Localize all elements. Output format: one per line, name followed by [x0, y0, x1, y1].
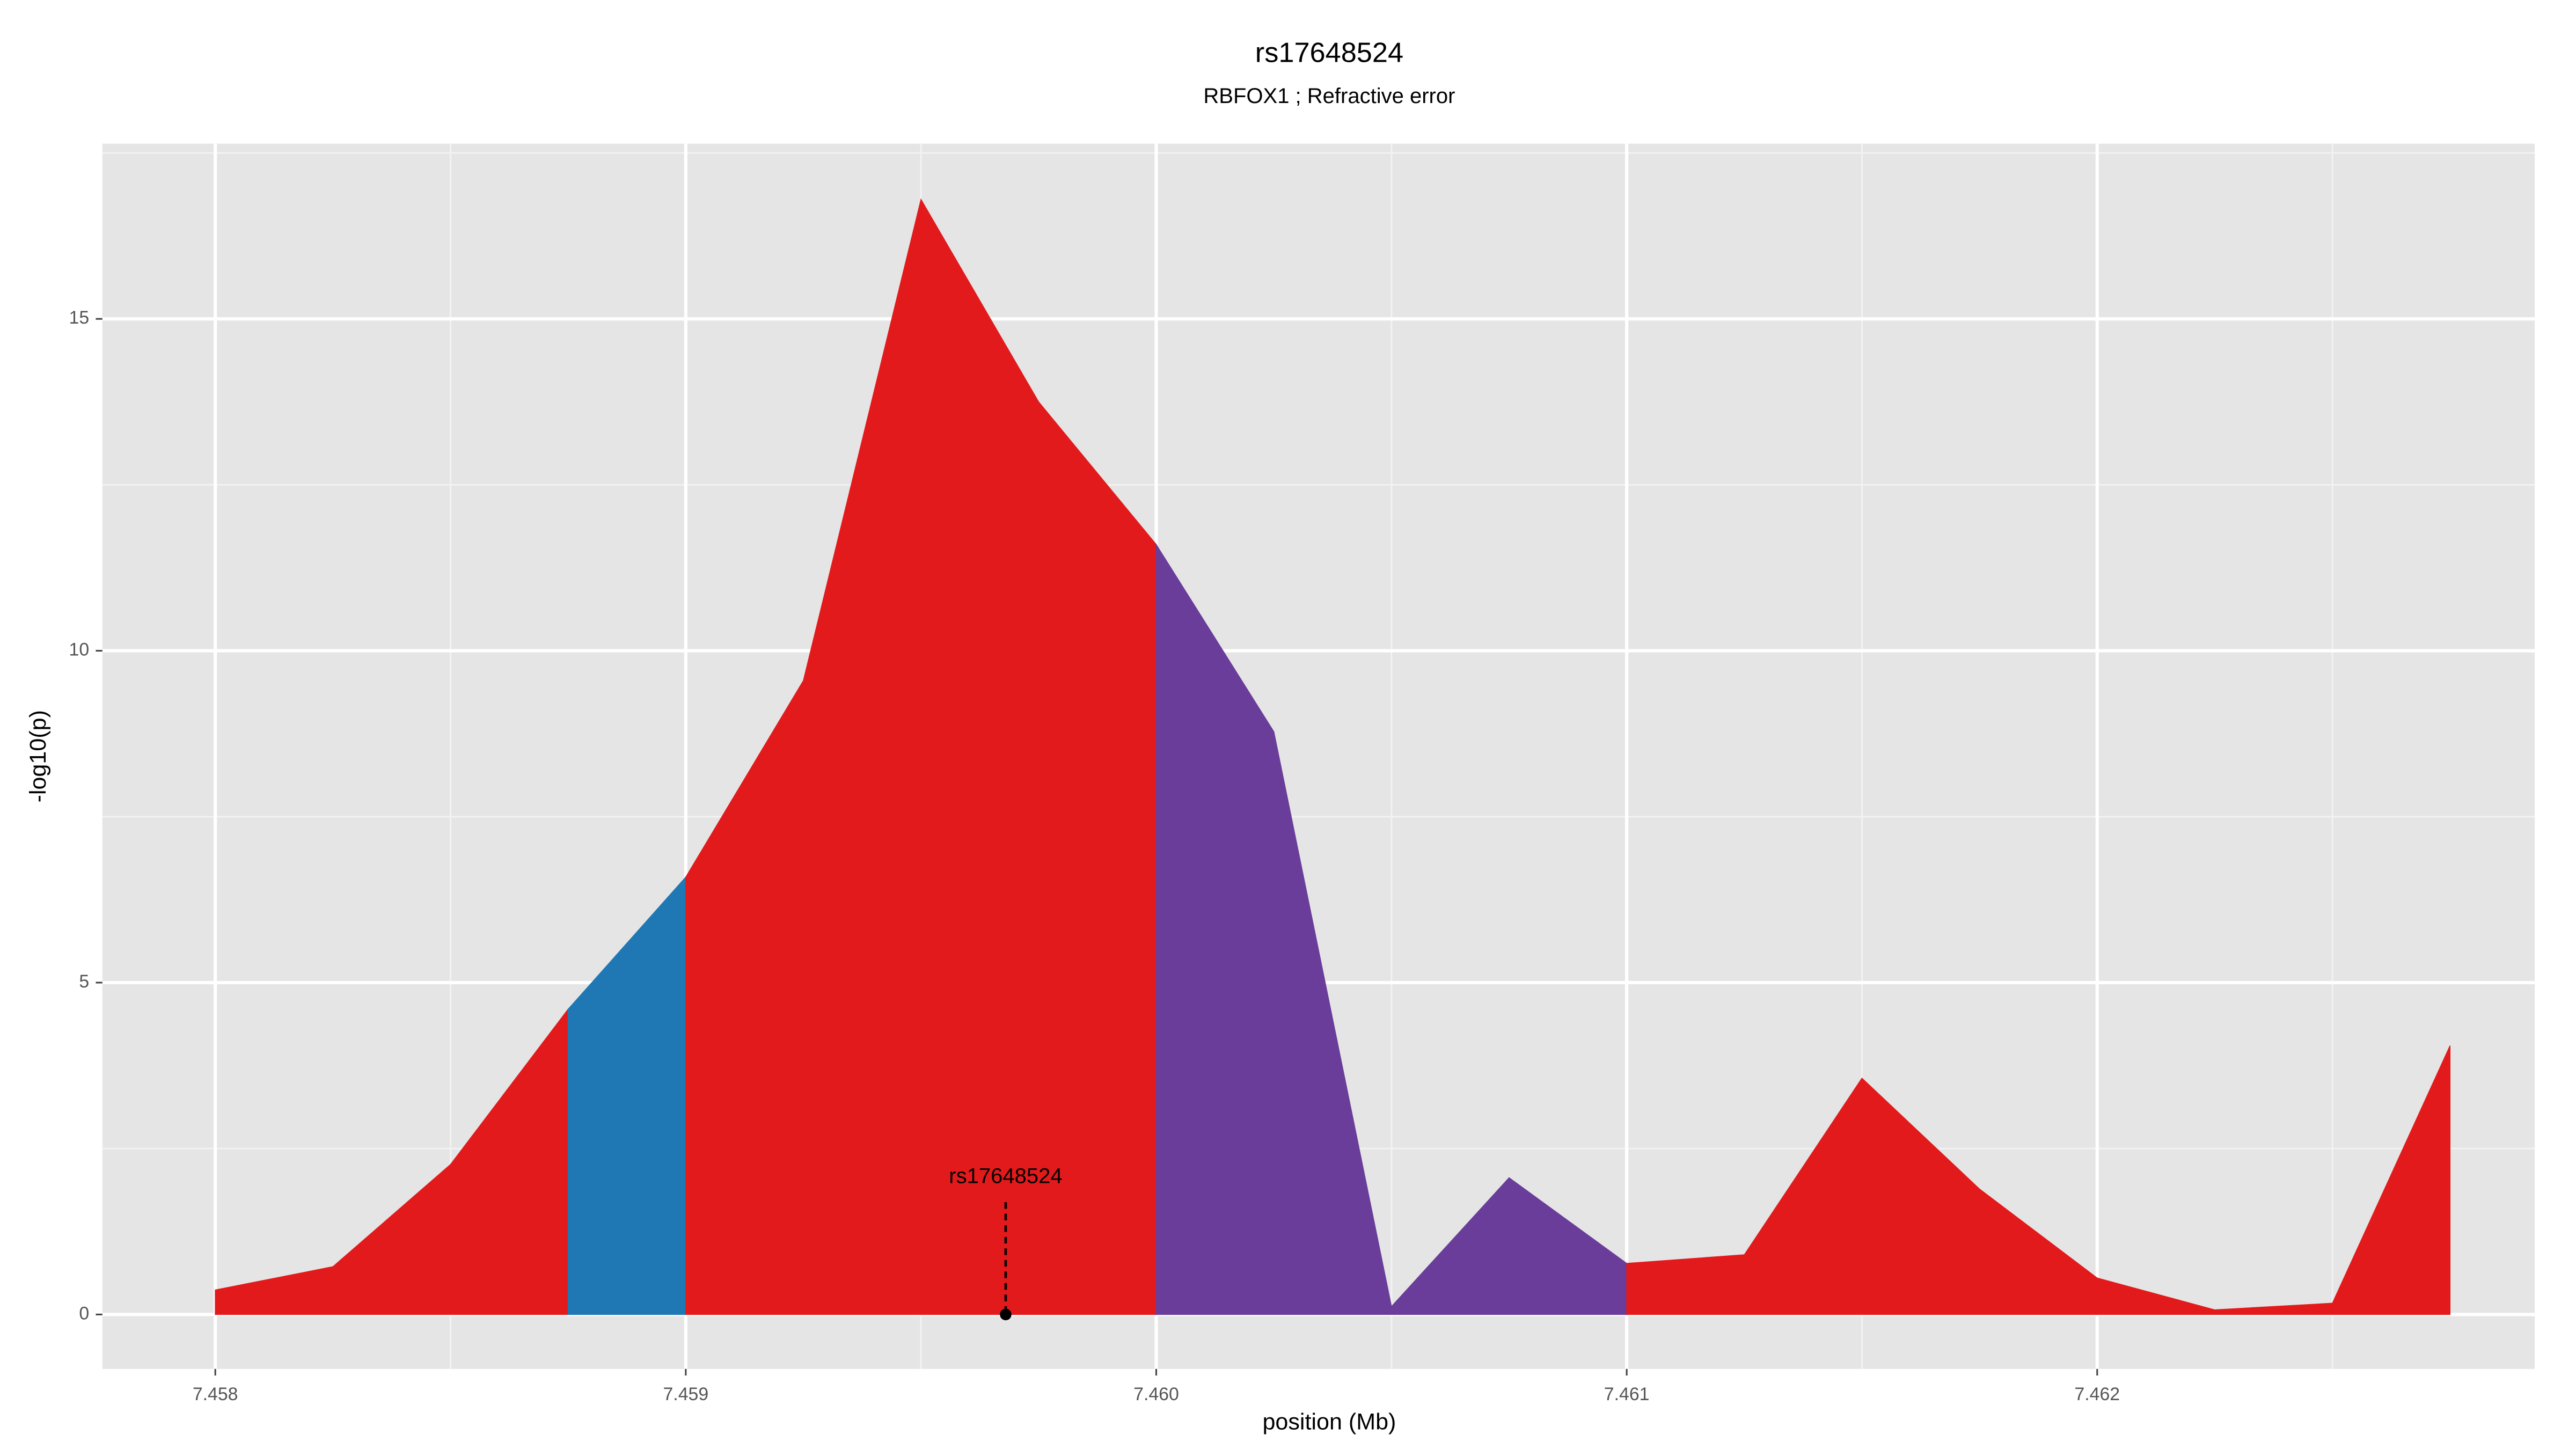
annotation-label: rs17648524: [949, 1165, 1062, 1188]
x-tick-label: 7.462: [2074, 1384, 2120, 1404]
y-tick-label: 0: [79, 1303, 89, 1323]
chart-subtitle: RBFOX1 ; Refractive error: [1203, 84, 1455, 108]
x-tick-label: 7.460: [1133, 1384, 1179, 1404]
y-tick-label: 10: [69, 640, 90, 660]
y-tick-label: 5: [79, 971, 89, 992]
x-tick-label: 7.461: [1604, 1384, 1650, 1404]
annotation-point: [1000, 1308, 1012, 1321]
y-tick-label: 15: [69, 308, 90, 328]
x-tick-label: 7.459: [663, 1384, 708, 1404]
x-axis-label: position (Mb): [1262, 1409, 1396, 1435]
x-tick-label: 7.458: [193, 1384, 238, 1404]
y-axis-label: -log10(p): [25, 710, 51, 802]
chart-title: rs17648524: [1255, 37, 1403, 68]
area: [1626, 1045, 2451, 1315]
